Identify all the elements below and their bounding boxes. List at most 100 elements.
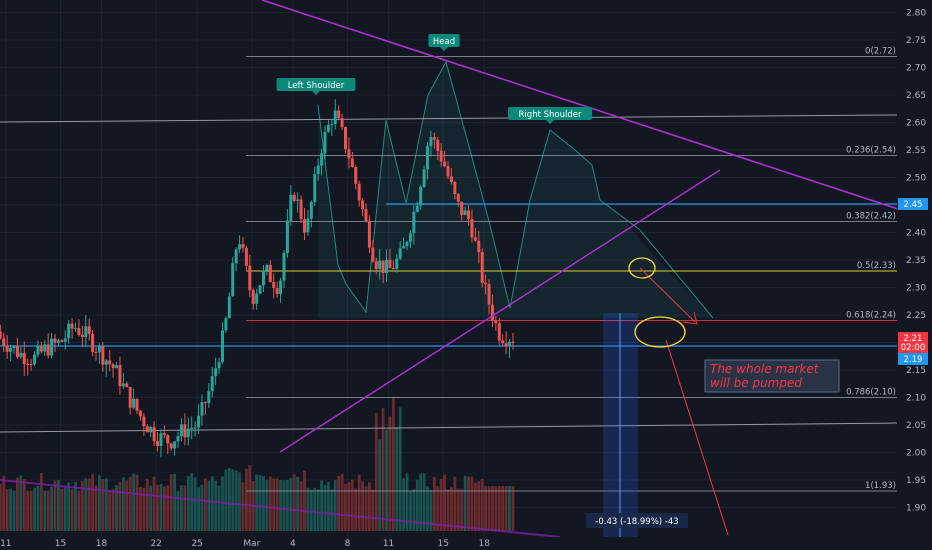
- candle-body: [70, 323, 74, 329]
- volume-bar: [101, 479, 105, 531]
- volume-bar: [426, 486, 429, 531]
- price-tag-current-bg: [898, 332, 928, 353]
- candle-body: [309, 201, 313, 219]
- volume-bar: [0, 483, 2, 531]
- candle: [132, 388, 136, 410]
- candle-body: [371, 247, 375, 262]
- volume-bar: [439, 479, 443, 531]
- volume-bar: [333, 480, 337, 531]
- candle-body: [388, 259, 392, 269]
- candle: [367, 215, 371, 254]
- candle: [470, 209, 474, 243]
- candle: [39, 341, 43, 354]
- candle-body: [449, 176, 453, 183]
- volume-bar: [207, 480, 211, 531]
- candle: [388, 248, 392, 269]
- price-tag-219: 2.19: [898, 353, 928, 365]
- head-label: Head: [428, 34, 460, 51]
- candle: [364, 203, 368, 223]
- volume-bar: [255, 474, 259, 531]
- volume-bar: [303, 470, 306, 531]
- volume-bar: [470, 476, 474, 531]
- left-shoulder-label-text: Left Shoulder: [288, 81, 345, 91]
- volume-bar: [323, 485, 327, 531]
- candle: [244, 245, 248, 270]
- candle-body: [460, 201, 464, 215]
- candle-body: [231, 263, 235, 297]
- volume-bar: [60, 488, 64, 531]
- candle: [115, 361, 119, 369]
- price-tick-label: 2.65: [906, 91, 926, 101]
- candle-body: [255, 293, 259, 304]
- candle-body: [22, 352, 26, 365]
- candle-body: [152, 427, 156, 442]
- candle-body: [484, 282, 488, 285]
- arrow-line-2: [665, 339, 729, 536]
- candle-body: [494, 320, 498, 324]
- candle-body: [508, 341, 512, 347]
- candle-body: [115, 365, 119, 369]
- candle-body: [316, 165, 320, 175]
- candle: [29, 359, 33, 371]
- candle-body: [244, 247, 248, 266]
- candle-body: [408, 233, 412, 243]
- candle: [84, 315, 88, 348]
- volume-bar: [84, 478, 88, 531]
- volume-bar: [364, 486, 368, 531]
- volume-bar: [156, 484, 159, 531]
- volume-bar: [484, 486, 488, 531]
- fib-level-label: 0.618(2.24): [846, 311, 896, 321]
- volume-bar: [128, 477, 132, 531]
- volume-bar: [456, 488, 460, 531]
- candle: [426, 142, 430, 180]
- candle-body: [302, 219, 306, 233]
- candle-body: [9, 348, 13, 352]
- annotation-bg: [704, 359, 840, 393]
- candle-body: [108, 360, 112, 365]
- volume-bar: [139, 486, 142, 531]
- candle-body: [50, 338, 54, 356]
- candle-body: [412, 211, 416, 234]
- volume-bar: [238, 472, 241, 531]
- candle: [333, 99, 337, 130]
- candle-body: [138, 410, 142, 417]
- candle-body: [101, 346, 105, 365]
- volume-bar: [152, 476, 156, 531]
- volume-bar: [214, 480, 218, 531]
- candle: [210, 366, 214, 398]
- candle: [80, 325, 84, 348]
- volume-bar: [108, 490, 112, 531]
- volume-bar: [26, 490, 30, 531]
- price-tick-label: 1.90: [906, 504, 926, 514]
- candle: [487, 279, 491, 315]
- candle-body: [374, 261, 378, 270]
- candle-body: [145, 426, 149, 433]
- volume-bar: [350, 479, 354, 531]
- candle: [439, 143, 443, 167]
- volume-bar: [282, 480, 286, 531]
- volume-bar: [446, 489, 450, 531]
- candle: [50, 332, 54, 359]
- volume-bar: [91, 473, 95, 531]
- candle-body: [320, 153, 324, 166]
- candle-body: [268, 264, 272, 283]
- candle-body: [405, 242, 409, 247]
- volume-bar: [186, 476, 190, 531]
- volume-bar: [391, 396, 395, 531]
- candle: [248, 254, 252, 298]
- candle: [480, 248, 484, 288]
- candle: [70, 318, 74, 339]
- candle-body: [391, 268, 395, 270]
- volume-bar: [190, 473, 194, 531]
- candle-body: [29, 364, 33, 366]
- volume-bar: [125, 480, 129, 531]
- candle: [207, 383, 211, 408]
- candle-body: [357, 183, 361, 201]
- candle: [272, 273, 276, 299]
- candle-body: [207, 391, 211, 404]
- candle-body: [214, 368, 218, 377]
- candle: [453, 180, 457, 200]
- candle-body: [439, 150, 443, 162]
